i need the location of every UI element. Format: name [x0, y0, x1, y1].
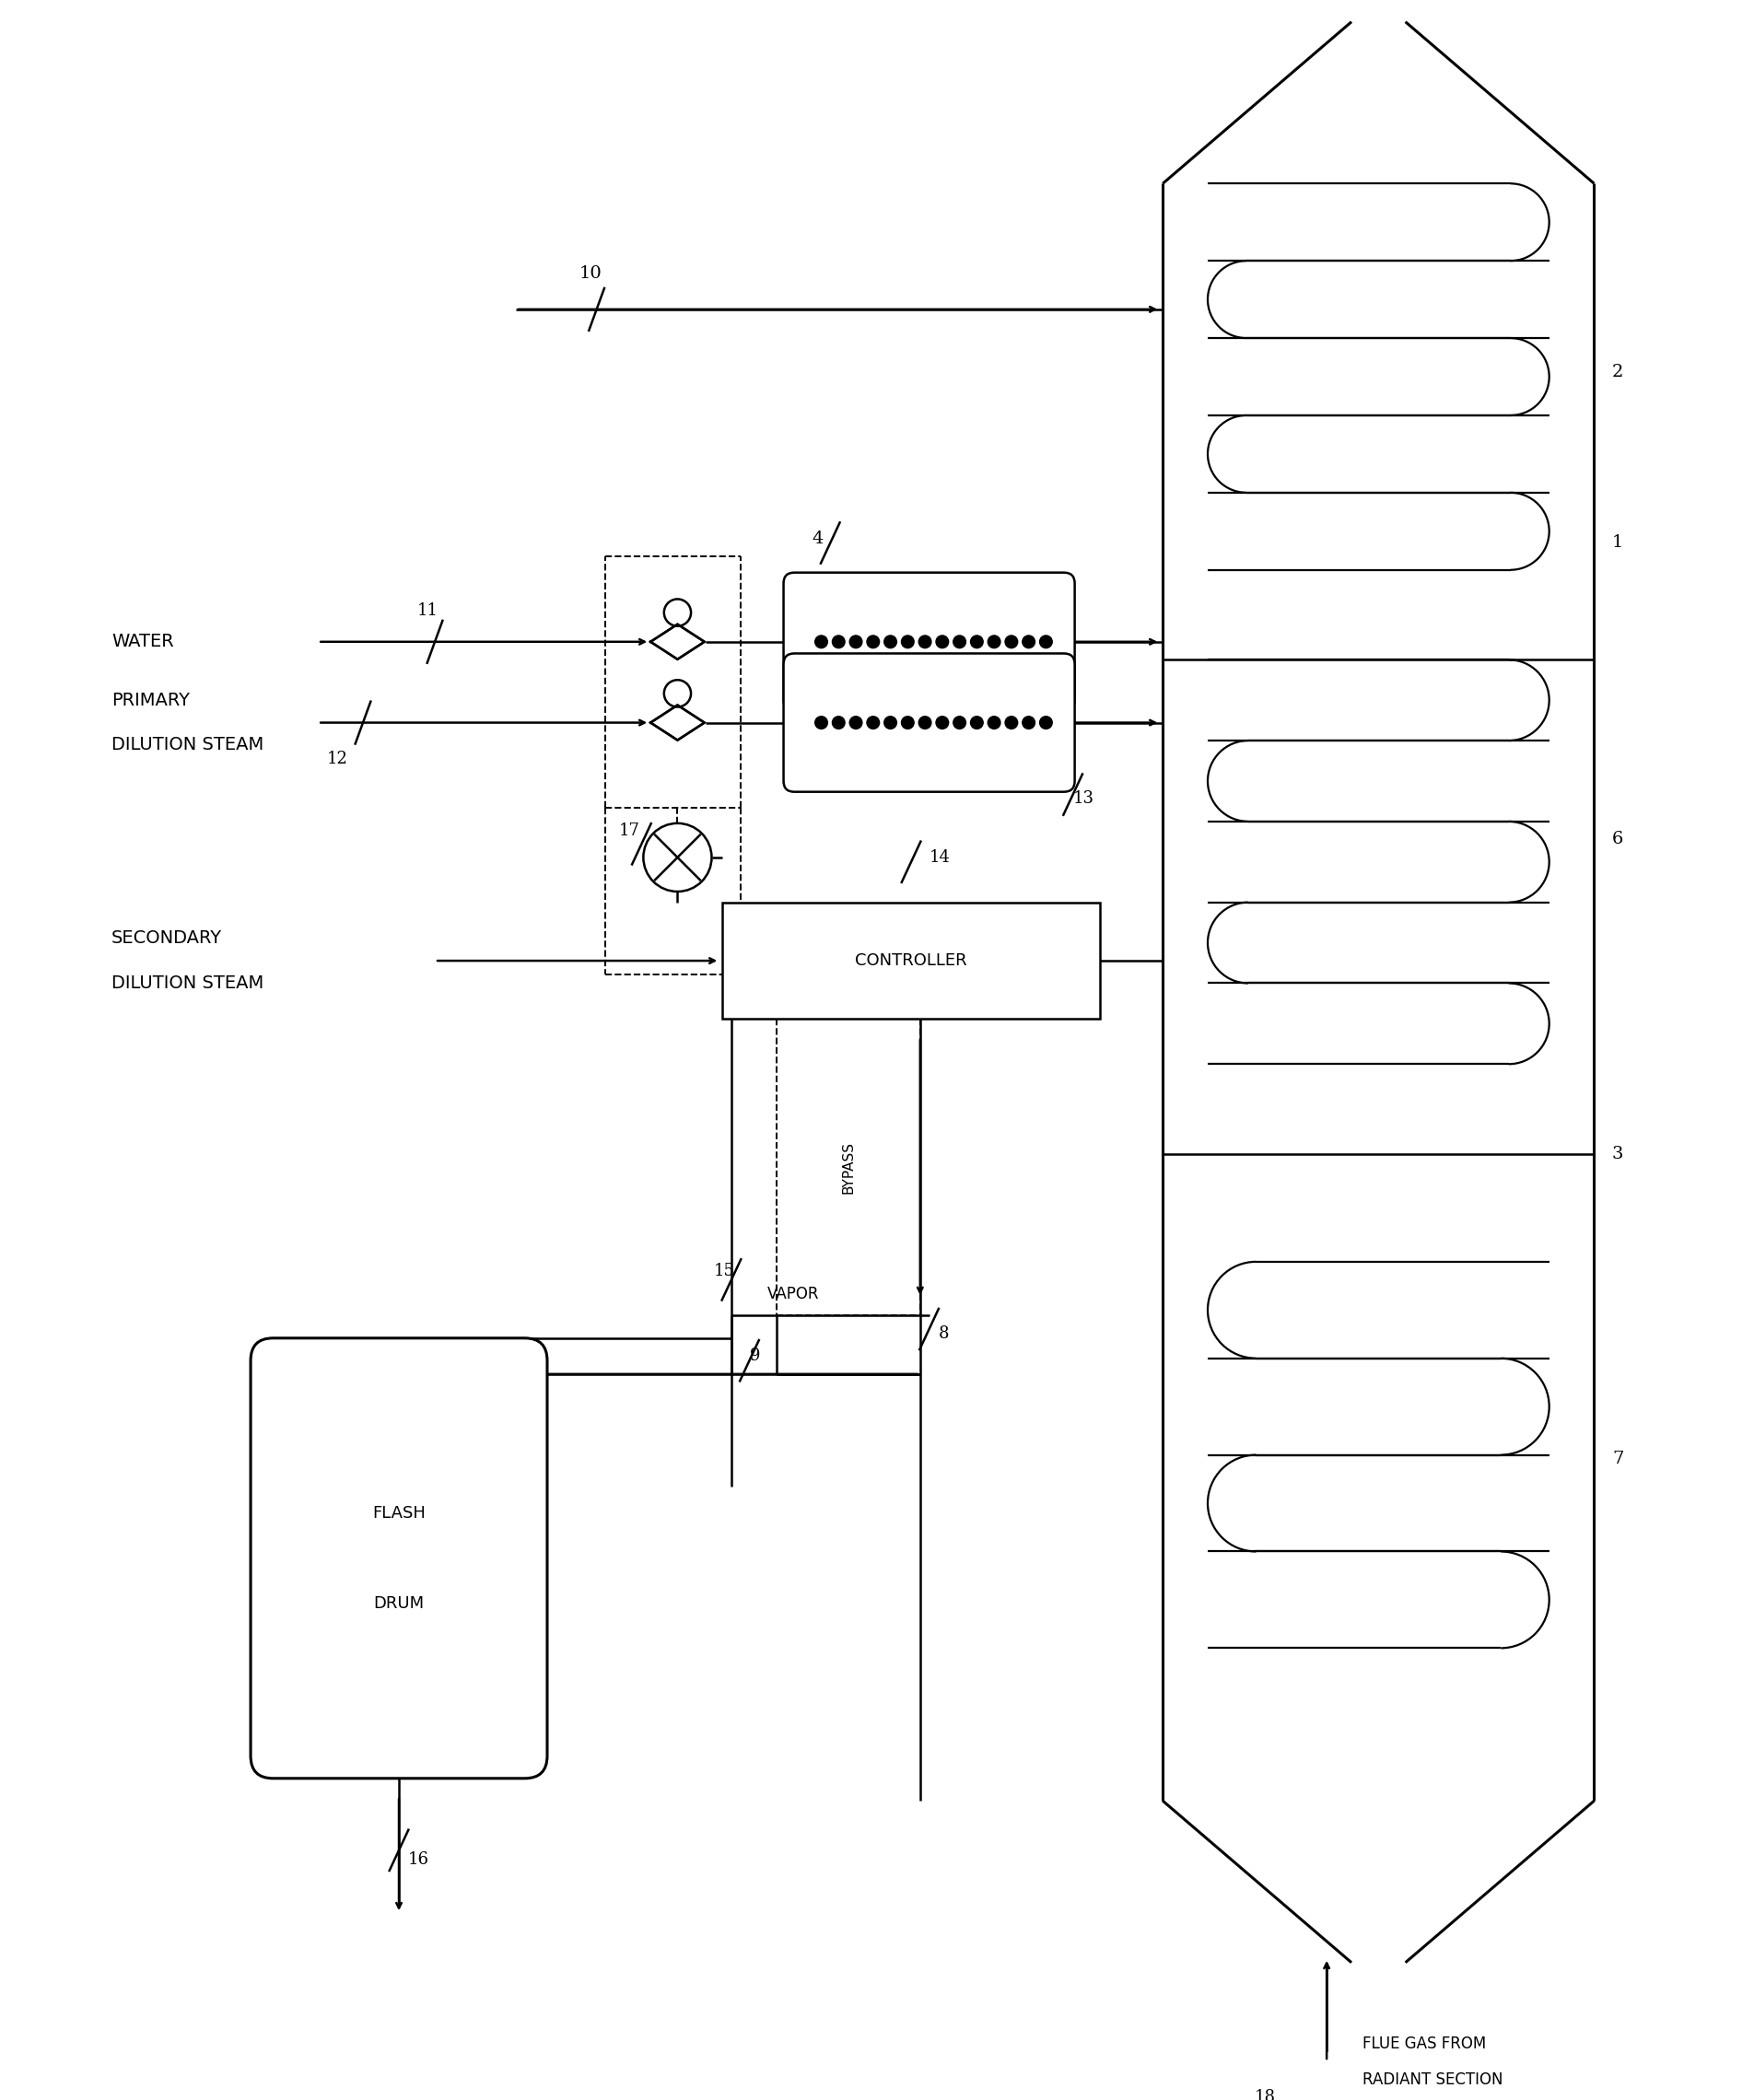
Circle shape [816, 716, 828, 729]
Circle shape [937, 716, 949, 729]
Text: PRIMARY: PRIMARY [111, 691, 189, 710]
Text: 2: 2 [1612, 363, 1624, 380]
Circle shape [937, 636, 949, 649]
Circle shape [902, 716, 914, 729]
Text: DILUTION STEAM: DILUTION STEAM [111, 737, 263, 754]
Text: VAPOR: VAPOR [766, 1285, 819, 1302]
Circle shape [849, 636, 863, 649]
Circle shape [1023, 636, 1035, 649]
Circle shape [952, 636, 966, 649]
Circle shape [849, 716, 863, 729]
Circle shape [1023, 716, 1035, 729]
Text: RADIANT SECTION: RADIANT SECTION [1363, 2071, 1503, 2087]
Circle shape [1040, 636, 1052, 649]
Text: 12: 12 [326, 750, 347, 766]
Circle shape [884, 636, 896, 649]
Text: 1: 1 [1612, 536, 1624, 550]
Text: 8: 8 [938, 1325, 949, 1342]
Text: FLUE GAS FROM: FLUE GAS FROM [1363, 2035, 1486, 2052]
Text: 5: 5 [533, 1657, 544, 1674]
Text: 11: 11 [417, 603, 438, 619]
Circle shape [866, 636, 879, 649]
Circle shape [902, 636, 914, 649]
Text: 17: 17 [619, 823, 640, 838]
FancyBboxPatch shape [784, 653, 1075, 792]
Text: WATER: WATER [111, 632, 174, 651]
Circle shape [988, 716, 1000, 729]
Circle shape [816, 636, 828, 649]
Text: 9: 9 [749, 1348, 759, 1365]
Text: 14: 14 [930, 848, 951, 865]
Text: CONTROLLER: CONTROLLER [856, 953, 966, 968]
Text: 13: 13 [1073, 792, 1094, 806]
Circle shape [988, 636, 1000, 649]
Text: 3: 3 [1612, 1147, 1624, 1161]
Circle shape [866, 716, 879, 729]
Circle shape [919, 636, 931, 649]
Bar [723, 903, 1100, 1018]
Text: FLASH: FLASH [372, 1506, 426, 1522]
Circle shape [919, 716, 931, 729]
Polygon shape [651, 624, 705, 659]
Text: DRUM: DRUM [374, 1594, 424, 1611]
Text: DILUTION STEAM: DILUTION STEAM [111, 974, 263, 991]
Circle shape [970, 716, 982, 729]
Circle shape [952, 716, 966, 729]
Polygon shape [651, 706, 705, 739]
FancyBboxPatch shape [251, 1338, 547, 1779]
Text: 6: 6 [1612, 832, 1624, 848]
Text: 7: 7 [1612, 1451, 1624, 1468]
FancyBboxPatch shape [784, 573, 1075, 712]
Text: SECONDARY: SECONDARY [111, 930, 223, 947]
Text: 16: 16 [409, 1850, 430, 1867]
Text: BYPASS: BYPASS [842, 1140, 856, 1193]
Text: 10: 10 [579, 265, 602, 281]
Circle shape [884, 716, 896, 729]
Circle shape [1040, 716, 1052, 729]
Text: 4: 4 [812, 529, 824, 546]
Text: 15: 15 [714, 1262, 735, 1279]
Circle shape [1005, 716, 1017, 729]
Circle shape [833, 716, 845, 729]
Circle shape [1005, 636, 1017, 649]
Text: 18: 18 [1254, 2090, 1275, 2100]
Circle shape [970, 636, 982, 649]
Circle shape [833, 636, 845, 649]
